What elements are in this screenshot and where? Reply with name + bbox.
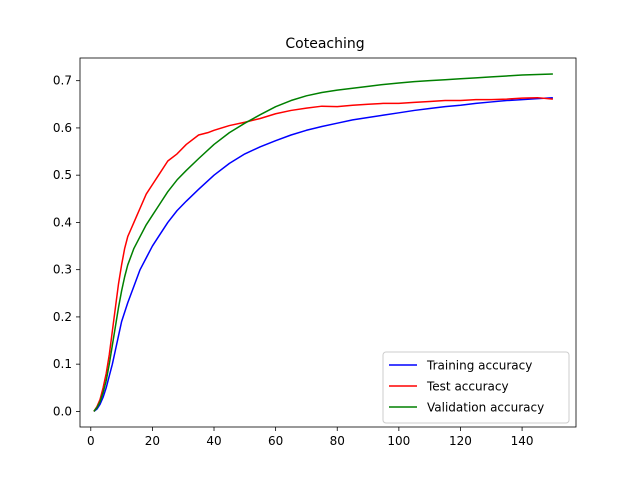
plot-area [93, 73, 553, 413]
y-tick-label: 0.1 [53, 357, 72, 371]
series-line-test-accuracy [93, 96, 553, 412]
chart-title: Coteaching [285, 36, 364, 52]
x-tick-label: 0 [87, 434, 95, 448]
legend: Training accuracy Test accuracy Validation… [382, 351, 570, 424]
legend-label: Test accuracy [426, 380, 509, 394]
y-tick-label: 0.3 [53, 263, 72, 277]
x-tick-label: 80 [330, 434, 345, 448]
x-tick-label: 140 [511, 434, 534, 448]
y-tick-label: 0.4 [53, 215, 72, 229]
x-tick-label: 100 [387, 434, 410, 448]
y-tick-label: 0.6 [53, 121, 72, 135]
axes: 0 20 40 60 80 100 120 140 0.0 0.1 0.2 0.3 0.4 0.5 0.6 0… [53, 57, 577, 448]
y-tick-label: 0.5 [53, 168, 72, 182]
series-line-validation-accuracy [93, 73, 553, 412]
y-tick-label: 0.0 [53, 404, 72, 418]
y-tick-label: 0.2 [53, 310, 72, 324]
legend-label: Validation accuracy [427, 401, 544, 415]
x-tick-label: 120 [449, 434, 472, 448]
y-tick-label: 0.7 [53, 74, 72, 88]
plot-frame [79, 57, 577, 428]
legend-box [382, 351, 570, 424]
series-line-training-accuracy [93, 96, 553, 413]
x-tick-label: 60 [268, 434, 283, 448]
x-tick-label: 20 [145, 434, 160, 448]
x-tick-label: 40 [206, 434, 221, 448]
legend-label: Training accuracy [426, 359, 532, 373]
